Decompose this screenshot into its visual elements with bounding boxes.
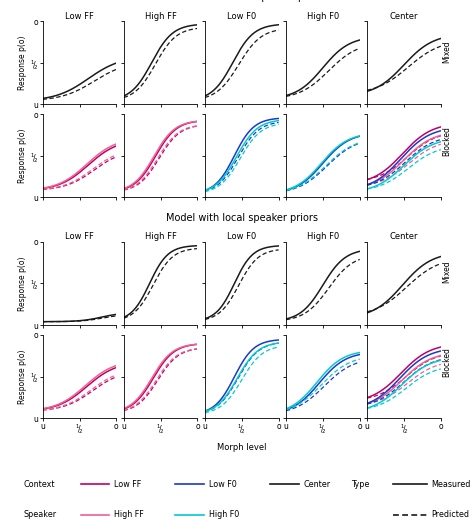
Text: Type: Type <box>351 480 369 489</box>
Y-axis label: Response p(o): Response p(o) <box>18 350 27 404</box>
Y-axis label: Response p(o): Response p(o) <box>18 256 27 311</box>
Text: Mixed: Mixed <box>442 40 451 63</box>
Text: Context: Context <box>24 480 55 489</box>
Title: Low F0: Low F0 <box>227 12 256 21</box>
Text: Measured: Measured <box>431 480 471 489</box>
Text: Predicted: Predicted <box>431 510 469 519</box>
Text: Blocked: Blocked <box>442 126 451 156</box>
Text: High FF: High FF <box>114 510 144 519</box>
Title: Low FF: Low FF <box>65 232 94 241</box>
Title: High F0: High F0 <box>307 12 339 21</box>
Text: Center: Center <box>303 480 330 489</box>
Title: High FF: High FF <box>145 232 177 241</box>
Text: Speaker: Speaker <box>24 510 57 519</box>
Title: Center: Center <box>390 232 418 241</box>
Title: High F0: High F0 <box>307 232 339 241</box>
Y-axis label: Response p(o): Response p(o) <box>18 36 27 90</box>
Y-axis label: Response p(o): Response p(o) <box>18 129 27 183</box>
Text: Blocked: Blocked <box>442 347 451 377</box>
Title: Low FF: Low FF <box>65 12 94 21</box>
Title: Low F0: Low F0 <box>227 232 256 241</box>
Title: Center: Center <box>390 12 418 21</box>
Text: Model without local speaker priors: Model without local speaker priors <box>158 0 326 2</box>
Text: Low FF: Low FF <box>114 480 141 489</box>
Text: Low F0: Low F0 <box>209 480 237 489</box>
Text: High F0: High F0 <box>209 510 239 519</box>
X-axis label: Morph level: Morph level <box>217 443 266 452</box>
Title: High FF: High FF <box>145 12 177 21</box>
Text: Model with local speaker priors: Model with local speaker priors <box>166 212 318 222</box>
Text: Mixed: Mixed <box>442 261 451 284</box>
